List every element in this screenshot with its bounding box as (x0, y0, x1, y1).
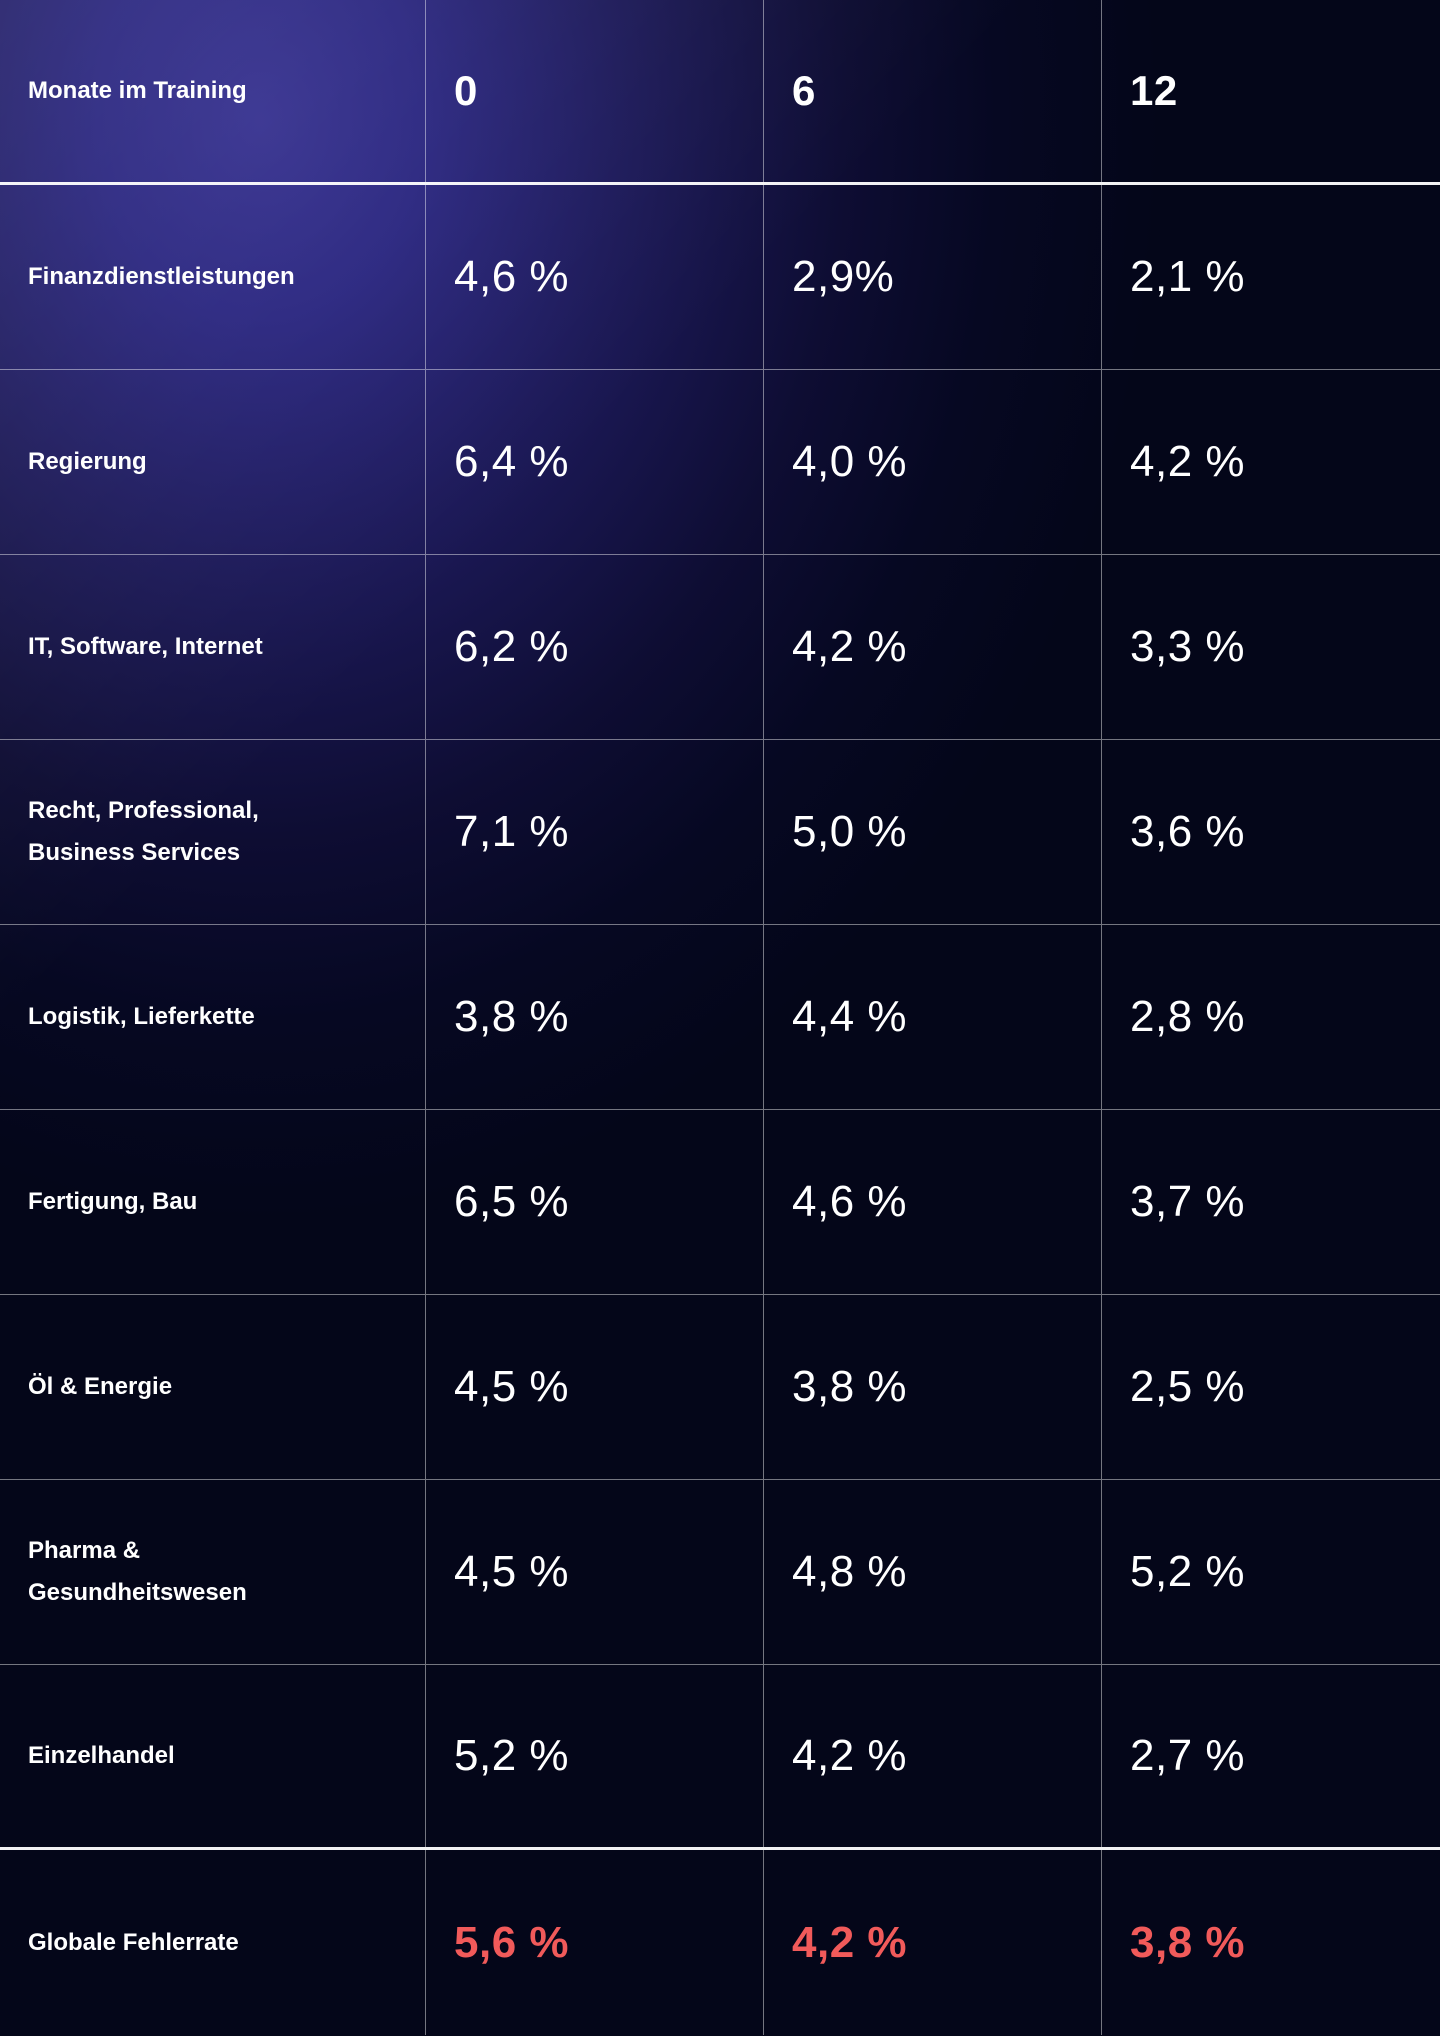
table-row: Pharma & Gesundheitswesen 4,5 % 4,8 % 5,… (0, 1480, 1440, 1665)
header-month-12: 12 (1130, 67, 1178, 114)
row-value: 2,5 % (1130, 1362, 1246, 1411)
row-label: Logistik, Lieferkette (0, 925, 426, 1109)
row-value: 6,4 % (426, 370, 764, 554)
header-label: Monate im Training (0, 0, 426, 182)
row-value: 4,2 % (1130, 437, 1246, 486)
total-value: 4,2 % (764, 1850, 1102, 2035)
row-value: 3,7 % (1130, 1177, 1246, 1226)
row-value: 3,8 % (426, 925, 764, 1109)
row-value: 6,2 % (426, 555, 764, 739)
table-row: Regierung 6,4 % 4,0 % 4,2 % (0, 370, 1440, 555)
row-value: 5,2 % (426, 1665, 764, 1847)
row-value: 2,1 % (1130, 252, 1246, 301)
row-label: Regierung (0, 370, 426, 554)
total-label: Globale Fehlerrate (0, 1850, 426, 2035)
row-value: 4,5 % (426, 1295, 764, 1479)
row-value: 4,6 % (426, 185, 764, 369)
row-value: 4,5 % (426, 1480, 764, 1664)
row-value: 4,4 % (764, 925, 1102, 1109)
row-value: 4,2 % (764, 555, 1102, 739)
header-month-0: 0 (426, 0, 764, 182)
table-row: Fertigung, Bau 6,5 % 4,6 % 3,7 % (0, 1110, 1440, 1295)
row-value: 5,0 % (764, 740, 1102, 924)
row-value: 4,0 % (764, 370, 1102, 554)
table-row: Öl & Energie 4,5 % 3,8 % 2,5 % (0, 1295, 1440, 1480)
row-value: 3,8 % (764, 1295, 1102, 1479)
row-value: 4,8 % (764, 1480, 1102, 1664)
row-value: 7,1 % (426, 740, 764, 924)
row-value: 2,8 % (1130, 992, 1246, 1041)
row-value: 6,5 % (426, 1110, 764, 1294)
row-value: 2,7 % (1130, 1731, 1246, 1780)
row-value: 5,2 % (1130, 1547, 1246, 1596)
table-row: IT, Software, Internet 6,2 % 4,2 % 3,3 % (0, 555, 1440, 740)
header-month-6: 6 (764, 0, 1102, 182)
table-row: Logistik, Lieferkette 3,8 % 4,4 % 2,8 % (0, 925, 1440, 1110)
row-label: Fertigung, Bau (0, 1110, 426, 1294)
total-row: Globale Fehlerrate 5,6 % 4,2 % 3,8 % (0, 1850, 1440, 2035)
row-label: Recht, Professional, Business Services (0, 740, 426, 924)
row-label: IT, Software, Internet (0, 555, 426, 739)
row-value: 4,2 % (764, 1665, 1102, 1847)
total-value: 3,8 % (1130, 1917, 1246, 1967)
total-value: 5,6 % (426, 1850, 764, 2035)
row-label: Pharma & Gesundheitswesen (0, 1480, 426, 1664)
row-label: Einzelhandel (0, 1665, 426, 1847)
row-value: 3,6 % (1130, 807, 1246, 856)
row-label: Öl & Energie (0, 1295, 426, 1479)
row-label: Finanzdienstleistungen (0, 185, 426, 369)
table-row: Einzelhandel 5,2 % 4,2 % 2,7 % (0, 1665, 1440, 1850)
row-value: 3,3 % (1130, 622, 1246, 671)
table-row: Finanzdienstleistungen 4,6 % 2,9% 2,1 % (0, 185, 1440, 370)
table-header-row: Monate im Training 0 6 12 (0, 0, 1440, 185)
table-row: Recht, Professional, Business Services 7… (0, 740, 1440, 925)
row-value: 2,9% (764, 185, 1102, 369)
row-value: 4,6 % (764, 1110, 1102, 1294)
